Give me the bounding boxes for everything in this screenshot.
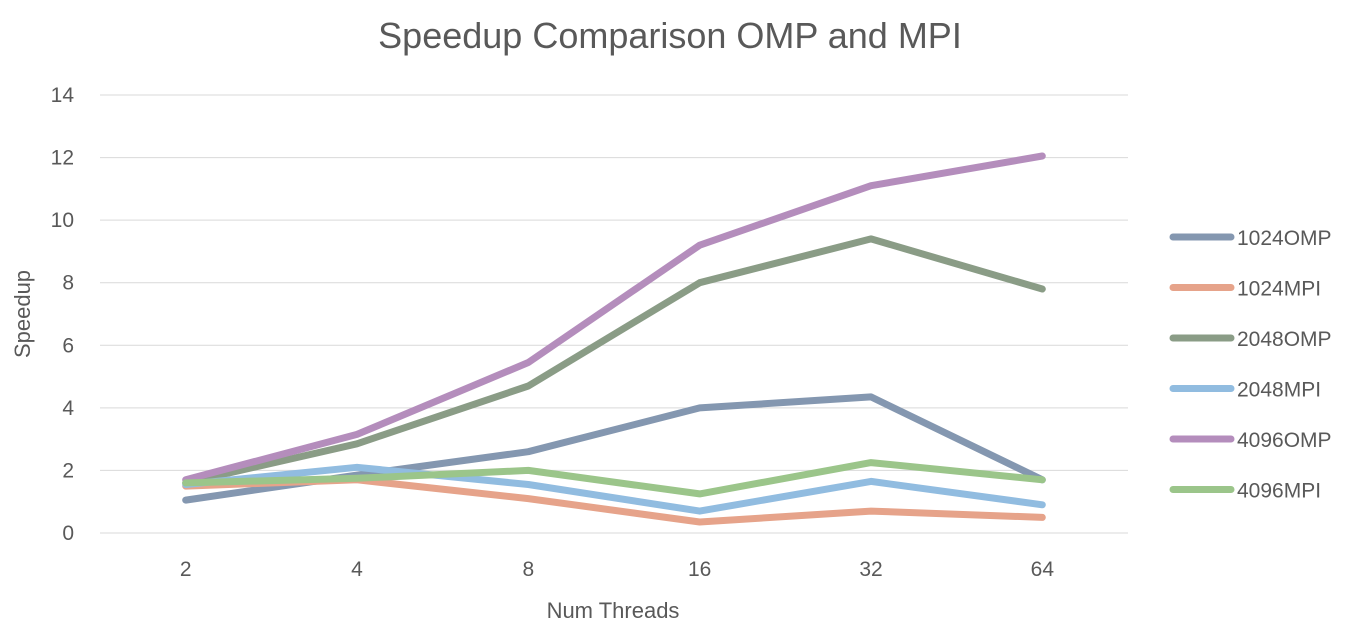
- legend-item-2048OMP: 2048OMP: [1169, 328, 1332, 351]
- legend-label: 1024MPI: [1237, 278, 1321, 301]
- y-tick-label: 4: [62, 397, 74, 420]
- data-point-4096MPI-64: [1039, 476, 1046, 483]
- data-point-4096MPI-16: [696, 490, 703, 497]
- y-axis-title: Speedup: [10, 270, 35, 358]
- legend: 1024OMP 1024MPI 2048OMP 2048MPI 4096OMP 4096M…: [1169, 227, 1332, 503]
- data-point-1024OMP-2: [182, 497, 189, 504]
- y-tick-label: 8: [62, 272, 74, 295]
- data-point-2048MPI-8: [525, 481, 532, 488]
- y-tick-label: 12: [51, 147, 74, 170]
- x-axis-title: Num Threads: [547, 598, 680, 623]
- series-line-4096MPI: [182, 459, 1046, 498]
- data-point-4096MPI-4: [354, 475, 360, 482]
- data-point-2048OMP-16: [696, 279, 703, 286]
- legend-item-4096MPI: 4096MPI: [1169, 480, 1321, 503]
- gridlines: [100, 94, 1128, 534]
- data-point-2048OMP-64: [1039, 285, 1046, 292]
- data-point-1024MPI-64: [1039, 514, 1046, 521]
- legend-item-1024OMP: 1024OMP: [1169, 227, 1332, 250]
- data-point-2048MPI-16: [696, 508, 703, 515]
- series-line-2048MPI: [182, 463, 1046, 515]
- series-lines: [182, 152, 1046, 526]
- data-point-2048MPI-64: [1039, 501, 1046, 508]
- x-tick-label: 16: [688, 558, 711, 581]
- series-line-2048OMP: [182, 235, 1046, 487]
- y-axis-ticks: 0 2 4 6 8 10 12 14: [51, 84, 75, 545]
- legend-label: 1024OMP: [1237, 227, 1332, 250]
- data-point-2048OMP-8: [525, 382, 532, 389]
- data-point-4096OMP-32: [868, 182, 874, 189]
- data-point-1024OMP-32: [868, 393, 874, 400]
- x-tick-label: 64: [1031, 558, 1055, 581]
- x-tick-label: 32: [859, 558, 882, 581]
- data-point-2048OMP-32: [868, 235, 874, 242]
- data-point-4096OMP-64: [1039, 153, 1046, 160]
- data-point-1024MPI-16: [696, 519, 703, 526]
- y-tick-label: 2: [62, 459, 74, 482]
- x-tick-label: 2: [180, 558, 192, 581]
- legend-item-2048MPI: 2048MPI: [1169, 379, 1321, 402]
- x-tick-label: 4: [351, 558, 363, 581]
- data-point-4096OMP-8: [525, 359, 532, 366]
- data-point-2048OMP-4: [354, 440, 360, 447]
- chart-title: Speedup Comparison OMP and MPI: [378, 15, 962, 56]
- y-tick-label: 0: [62, 522, 74, 545]
- data-point-4096MPI-2: [182, 479, 189, 486]
- legend-label: 4096OMP: [1237, 429, 1332, 452]
- legend-label: 4096MPI: [1237, 480, 1321, 503]
- y-tick-label: 10: [51, 209, 74, 232]
- data-point-4096MPI-32: [868, 459, 874, 466]
- data-point-4096OMP-16: [696, 242, 703, 249]
- data-point-2048MPI-32: [868, 478, 874, 485]
- legend-item-1024MPI: 1024MPI: [1169, 278, 1321, 301]
- data-point-1024OMP-16: [696, 404, 703, 411]
- data-point-1024OMP-8: [525, 448, 532, 455]
- legend-label: 2048MPI: [1237, 379, 1321, 402]
- data-point-1024MPI-32: [868, 508, 874, 515]
- data-point-4096OMP-4: [354, 431, 360, 438]
- legend-label: 2048OMP: [1237, 328, 1332, 351]
- x-axis-ticks: 2 4 8 16 32 64: [180, 558, 1055, 581]
- y-tick-label: 14: [51, 84, 75, 107]
- x-tick-label: 8: [522, 558, 534, 581]
- legend-item-4096OMP: 4096OMP: [1169, 429, 1332, 452]
- data-point-2048MPI-4: [354, 464, 360, 471]
- data-point-4096MPI-8: [525, 467, 532, 474]
- data-point-1024MPI-8: [525, 495, 532, 502]
- y-tick-label: 6: [62, 334, 74, 357]
- series-line-4096OMP: [182, 152, 1046, 484]
